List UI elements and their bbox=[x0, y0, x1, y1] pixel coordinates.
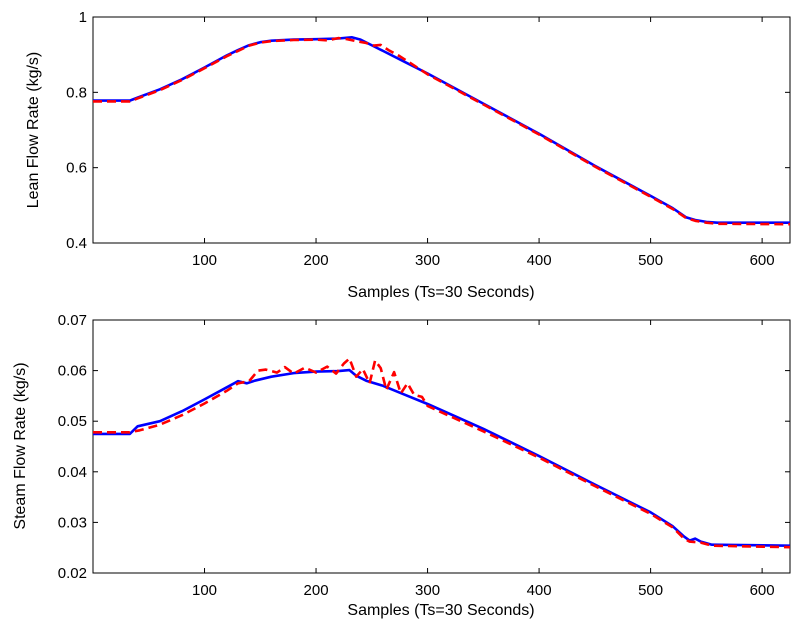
lean-flow-y-axis-label: Lean Flow Rate (kg/s) bbox=[25, 52, 42, 209]
lean-flow-series-line-1 bbox=[93, 36, 790, 224]
steam-flow-plot-frame bbox=[92, 319, 791, 574]
steam-flow-y-tick-label: 0.03 bbox=[58, 514, 87, 531]
lean-flow-y-axis: 0.4 0.6 0.8 1 bbox=[66, 9, 790, 252]
lean-flow-x-tick-label: 400 bbox=[527, 252, 552, 269]
steam-flow-y-axis-label: Steam Flow Rate (kg/s) bbox=[12, 362, 29, 529]
steam-flow-y-tick-label: 0.04 bbox=[58, 464, 87, 481]
lean-flow-series bbox=[93, 36, 790, 226]
steam-flow-x-axis: 100 200 300 400 500 600 bbox=[192, 320, 775, 599]
lean-flow-series-line-2 bbox=[93, 36, 790, 226]
steam-flow-x-tick-label: 500 bbox=[638, 582, 663, 599]
steam-flow-series-line-1 bbox=[93, 368, 790, 547]
steam-flow-y-tick-label: 0.02 bbox=[58, 565, 87, 582]
steam-flow-x-tick-label: 200 bbox=[304, 582, 329, 599]
steam-flow-x-axis-label: Samples (Ts=30 Seconds) bbox=[347, 602, 534, 619]
steam-flow-x-tick-label: 600 bbox=[750, 582, 775, 599]
steam-flow-y-axis: 0.02 0.03 0.04 0.05 0.06 0.07 bbox=[58, 312, 790, 582]
lean-flow-x-tick-label: 300 bbox=[415, 252, 440, 269]
steam-flow-x-tick-label: 300 bbox=[415, 582, 440, 599]
lean-flow-plot-frame bbox=[92, 16, 791, 244]
steam-flow-x-tick-label: 400 bbox=[527, 582, 552, 599]
lean-flow-x-axis: 100 200 300 400 500 600 bbox=[192, 17, 775, 269]
steam-flow-y-tick-label: 0.05 bbox=[58, 413, 87, 430]
lean-flow-y-tick-label: 1 bbox=[79, 9, 87, 26]
lean-flow-plot: 0.4 0.6 0.8 1 100 200 300 400 500 600 Samples (T… bbox=[25, 9, 791, 301]
steam-flow-series-line-2 bbox=[93, 357, 790, 549]
lean-flow-y-tick-label: 0.8 bbox=[66, 84, 87, 101]
lean-flow-x-tick-label: 500 bbox=[638, 252, 663, 269]
lean-flow-x-tick-label: 100 bbox=[192, 252, 217, 269]
lean-flow-y-tick-label: 0.4 bbox=[66, 235, 87, 252]
steam-flow-y-tick-label: 0.07 bbox=[58, 312, 87, 329]
steam-flow-x-tick-label: 100 bbox=[192, 582, 217, 599]
steam-flow-plot: 0.02 0.03 0.04 0.05 0.06 0.07 100 200 300 400 500… bbox=[12, 312, 791, 619]
lean-flow-x-tick-label: 600 bbox=[750, 252, 775, 269]
steam-flow-series bbox=[93, 357, 790, 549]
lean-flow-x-tick-label: 200 bbox=[304, 252, 329, 269]
lean-flow-y-tick-label: 0.6 bbox=[66, 160, 87, 177]
lean-flow-x-axis-label: Samples (Ts=30 Seconds) bbox=[347, 284, 534, 301]
steam-flow-y-tick-label: 0.06 bbox=[58, 363, 87, 380]
